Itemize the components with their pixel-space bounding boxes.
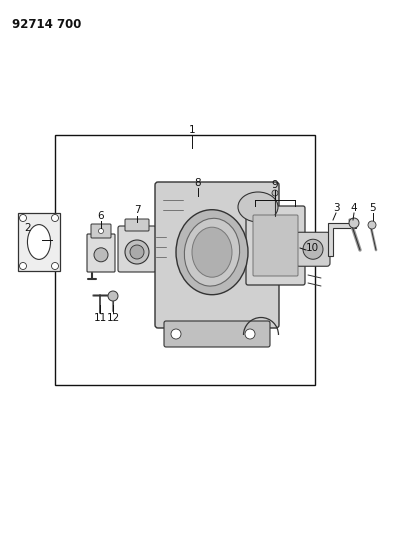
Text: 7: 7	[134, 205, 140, 215]
Circle shape	[125, 240, 149, 264]
Text: 3: 3	[333, 203, 339, 213]
Ellipse shape	[27, 224, 50, 260]
Circle shape	[349, 218, 359, 228]
FancyBboxPatch shape	[125, 219, 149, 231]
Text: 5: 5	[370, 203, 376, 213]
Circle shape	[171, 329, 181, 339]
Text: 12: 12	[106, 313, 119, 323]
Text: 10: 10	[305, 243, 318, 253]
Text: 6: 6	[98, 211, 104, 221]
Circle shape	[19, 214, 27, 222]
Circle shape	[98, 229, 104, 233]
Circle shape	[130, 245, 144, 259]
Text: 11: 11	[93, 313, 107, 323]
Circle shape	[272, 190, 278, 196]
Ellipse shape	[176, 209, 248, 295]
FancyBboxPatch shape	[87, 234, 115, 272]
FancyBboxPatch shape	[296, 232, 330, 266]
Bar	[55, 135, 315, 385]
Ellipse shape	[192, 227, 232, 277]
Text: 92714 700: 92714 700	[12, 18, 81, 31]
Ellipse shape	[184, 219, 240, 286]
Circle shape	[108, 291, 118, 301]
Ellipse shape	[238, 192, 278, 222]
FancyBboxPatch shape	[155, 182, 279, 328]
Circle shape	[368, 221, 376, 229]
Circle shape	[52, 262, 58, 270]
FancyBboxPatch shape	[18, 213, 60, 271]
Text: 9: 9	[272, 180, 278, 190]
Circle shape	[19, 262, 27, 270]
FancyBboxPatch shape	[118, 226, 156, 272]
Text: 2: 2	[25, 223, 31, 233]
Text: 4: 4	[351, 203, 357, 213]
Text: 8: 8	[195, 178, 201, 188]
FancyBboxPatch shape	[91, 224, 111, 238]
FancyBboxPatch shape	[253, 215, 298, 276]
Circle shape	[245, 329, 255, 339]
Polygon shape	[328, 223, 356, 256]
Circle shape	[52, 214, 58, 222]
FancyBboxPatch shape	[246, 206, 305, 285]
Circle shape	[94, 248, 108, 262]
Circle shape	[303, 239, 323, 259]
Text: 1: 1	[189, 125, 195, 135]
FancyBboxPatch shape	[164, 321, 270, 347]
